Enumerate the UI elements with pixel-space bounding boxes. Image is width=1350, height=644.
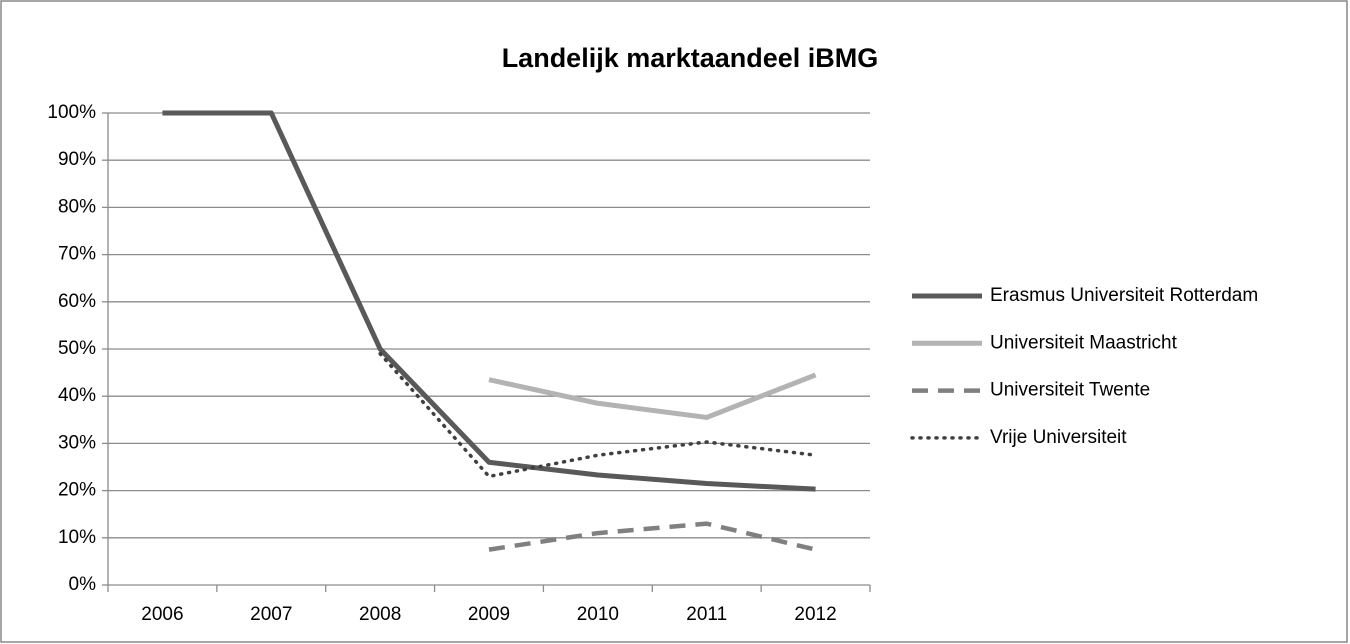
- series-line: [162, 110, 816, 492]
- y-tick-label: 20%: [58, 480, 96, 501]
- x-tick-label: 2011: [686, 604, 727, 625]
- y-tick-label: 30%: [58, 432, 96, 453]
- y-tick-label: 70%: [58, 244, 96, 265]
- y-tick-label: 40%: [58, 385, 96, 406]
- legend-label: Universiteit Maastricht: [990, 332, 1178, 353]
- x-tick-label: 2009: [468, 604, 510, 625]
- y-tick-label: 50%: [58, 338, 96, 359]
- legend-label: Vrije Universiteit: [990, 427, 1127, 448]
- chart-title: Landelijk marktaandeel iBMG: [502, 43, 879, 73]
- legend-label: Universiteit Twente: [990, 380, 1150, 401]
- y-tick-label: 90%: [58, 149, 96, 170]
- y-tick-label: 100%: [47, 102, 96, 123]
- series-line: [488, 521, 817, 552]
- y-tick-label: 60%: [58, 291, 96, 312]
- y-tick-label: 80%: [58, 196, 96, 217]
- series-line: [488, 372, 817, 420]
- x-tick-label: 2010: [577, 604, 619, 625]
- y-tick-label: 0%: [69, 574, 97, 595]
- x-tick-label: 2006: [141, 604, 183, 625]
- y-tick-label: 10%: [58, 527, 96, 548]
- x-tick-label: 2008: [359, 604, 401, 625]
- x-tick-label: 2007: [250, 604, 292, 625]
- legend-label: Erasmus Universiteit Rotterdam: [990, 285, 1258, 306]
- x-tick-label: 2012: [794, 604, 836, 625]
